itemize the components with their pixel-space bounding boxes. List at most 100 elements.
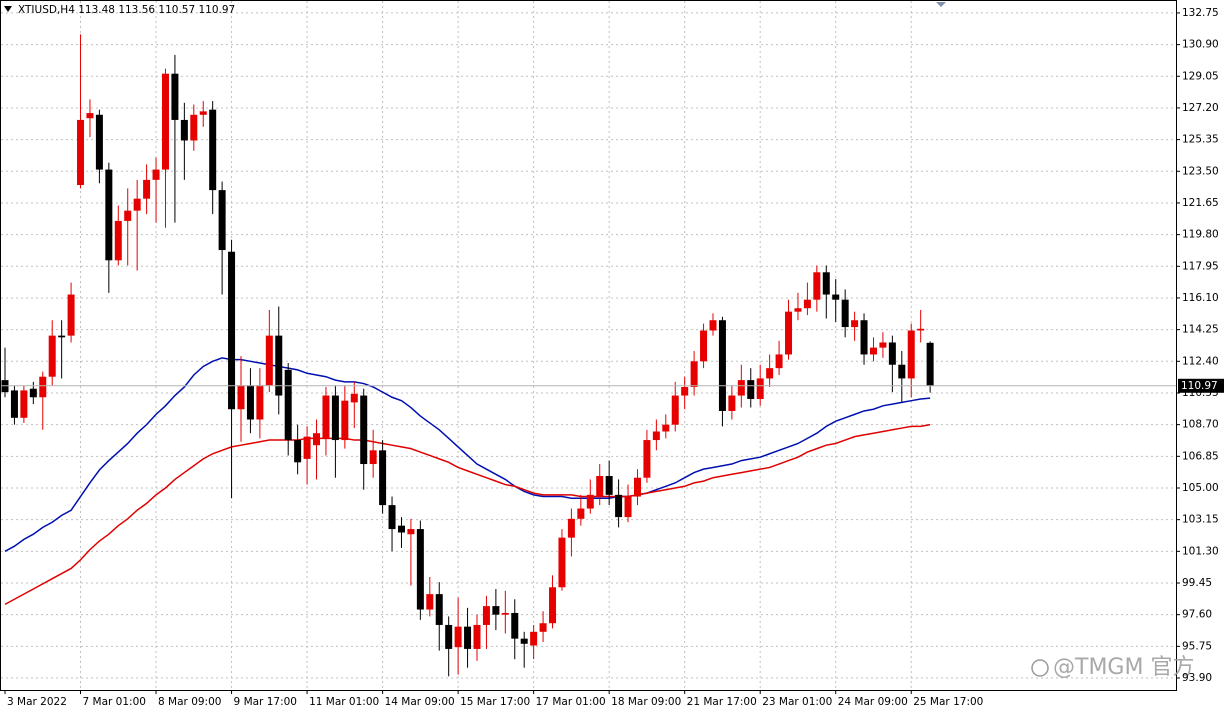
candle-body [445,624,453,649]
y-tick-label: 108.70 [1182,419,1219,431]
plot [1,1,1176,690]
candle-body [926,342,934,386]
y-tick-label: 99.45 [1182,577,1212,589]
candle-body [718,320,726,411]
candle-body [152,169,160,180]
candle-body [624,496,632,518]
candle-body [520,638,528,644]
x-tick-label: 8 Mar 09:00 [158,696,221,708]
candle-body [379,450,387,506]
menu-arrow[interactable] [4,6,12,12]
last-price-label: 110.97 [1181,380,1218,392]
candle-body [218,190,226,251]
low-value: 110.57 [158,4,195,16]
candle-body [58,335,66,338]
candle-body [10,390,18,418]
candle-body [615,494,623,518]
candle-body [350,393,358,403]
candle-body [29,388,37,398]
y-tick-label: 117.95 [1182,260,1219,272]
candle-body [237,385,245,410]
candle-body [48,335,56,377]
high-value: 113.56 [118,4,155,16]
candle-body [851,320,859,328]
watermark: @TMGM 官方 [1053,655,1194,680]
candle-body [785,311,793,355]
candle-body [133,198,141,211]
candle-body [20,390,28,418]
candle-body [671,395,679,425]
candle-body [360,395,368,465]
candle-body [95,114,103,170]
y-tick-label: 106.85 [1182,450,1219,462]
candle-body [275,335,283,396]
candle-body [341,400,349,441]
candle-body [530,631,538,646]
y-tick-label: 116.10 [1182,292,1219,304]
candle-body [501,612,509,615]
y-tick-label: 130.90 [1182,39,1219,51]
moving-average [4,423,931,606]
candle-body [822,272,830,295]
candle-body [77,119,85,185]
candle-body [265,335,273,386]
x-tick-label: 14 Mar 09:00 [385,696,455,708]
candle-body [435,594,443,625]
candle-body [473,624,481,649]
y-tick-label: 105.00 [1182,482,1219,494]
candle-body [756,378,764,399]
candle-body [199,111,207,115]
candle-body [209,109,217,191]
watermark-icon [1031,659,1049,677]
x-tick-label: 23 Mar 01:00 [762,696,832,708]
candle-body [114,220,122,261]
candle-body [728,395,736,411]
symbol: XTIUSD,H4 [18,4,75,16]
candle-body [700,330,708,362]
candle-body [577,508,585,519]
candle-body [898,364,906,379]
candle-body [766,368,774,379]
candle-body [841,299,849,328]
candle-body [397,525,405,533]
candle-body [124,210,132,221]
candle-body [407,529,415,535]
candle-body [492,606,500,615]
candle-body [662,424,670,432]
candle-body [888,342,896,365]
candle-body [161,73,169,170]
candle-body [464,626,472,649]
candle-body [681,386,689,396]
candle-body [426,594,434,610]
candle-body [549,587,557,624]
candle-body [813,272,821,300]
candle-body [643,440,651,478]
y-tick-label: 95.75 [1182,640,1212,652]
y-tick-label: 121.65 [1182,197,1219,209]
candle-body [596,476,604,497]
candle-body [879,342,887,348]
open-value: 113.48 [78,4,115,16]
candle-body [709,320,717,331]
y-tick-label: 125.35 [1182,134,1219,146]
x-tick-label: 25 Mar 17:00 [913,696,983,708]
y-tick-label: 97.60 [1182,609,1212,621]
candle-body [143,179,151,199]
header: XTIUSD,H4 113.48 113.56 110.57 110.97 [18,4,235,16]
candle-body [690,361,698,387]
candle-body [633,477,641,497]
candle-body [246,385,254,420]
candle-body [775,354,783,369]
y-tick-label: 132.75 [1182,7,1219,19]
shift-marker[interactable] [936,2,946,7]
moving-average [4,357,931,552]
candle-body [313,433,321,446]
candle-body [803,299,811,309]
y-tick-label: 101.30 [1182,545,1219,557]
candle-body [747,380,755,399]
candle-body [369,450,377,465]
x-tick-label: 7 Mar 01:00 [83,696,146,708]
candle-body [331,395,339,441]
